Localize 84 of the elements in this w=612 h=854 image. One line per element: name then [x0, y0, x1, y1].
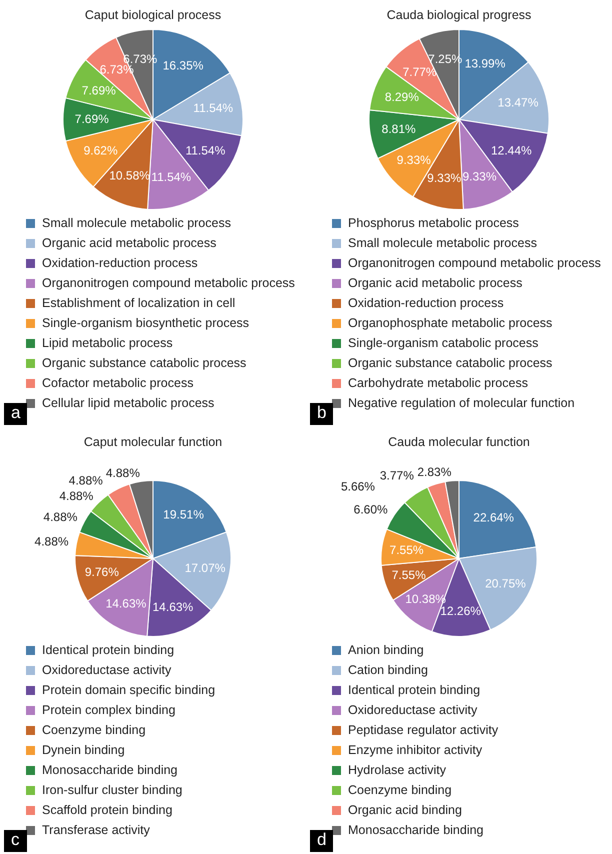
data-label: 8.81% — [382, 122, 416, 136]
chart-title: Cauda biological progress — [386, 8, 532, 22]
data-label: 16.35% — [162, 58, 204, 73]
legend-label: Single-organism catabolic process — [347, 335, 540, 352]
legend-label: Protein complex binding — [41, 702, 176, 719]
data-label: 13.47% — [498, 96, 539, 110]
data-label: 10.58% — [109, 168, 150, 182]
data-label: 4.88% — [68, 474, 104, 488]
legend-label: Monosaccharide binding — [347, 822, 485, 839]
legend-label: Coenzyme binding — [347, 782, 453, 799]
legend-label: Peptidase regulator activity — [347, 722, 498, 739]
legend-label: Organonitrogen compound metabolic process — [41, 275, 295, 292]
data-label: 4.88% — [43, 510, 78, 524]
legend-label: Organophosphate metabolic process — [347, 315, 554, 332]
data-label: 9.62% — [84, 143, 118, 158]
data-label: 5.66% — [340, 479, 376, 494]
legend-label: Organic acid metabolic process — [347, 275, 524, 292]
data-label: 3.77% — [380, 468, 414, 483]
data-label: 11.54% — [193, 100, 234, 115]
data-label: 6.60% — [354, 502, 388, 517]
legend-label: Cellular lipid metabolic process — [41, 395, 216, 412]
data-label: 22.64% — [473, 510, 514, 525]
legend-label: Identical protein binding — [41, 642, 176, 659]
data-label: 9.33% — [427, 171, 462, 186]
legend-label: Scaffold protein binding — [41, 802, 174, 819]
legend-label: Hydrolase activity — [347, 762, 447, 779]
legend-label: Carbohydrate metabolic process — [347, 375, 529, 392]
legend-label: Organic acid metabolic process — [41, 235, 218, 252]
legend-label: Protein domain specific binding — [41, 682, 216, 699]
text: a — [4, 403, 28, 425]
legend-label: Dynein binding — [41, 742, 126, 759]
data-label: 13.99% — [464, 56, 506, 70]
data-label: 7.69% — [82, 83, 116, 98]
legend-label: Oxidoreductase activity — [347, 702, 478, 719]
data-label: 9.33% — [396, 153, 432, 168]
legend-label: Monosaccharide binding — [41, 762, 179, 779]
data-label: 12.44% — [490, 144, 532, 158]
chart-title: Caput biological process — [84, 8, 222, 22]
text: c — [4, 830, 26, 852]
legend-label: Phosphorus metabolic process — [347, 215, 520, 232]
data-label: 4.88% — [34, 534, 69, 548]
legend-label: Anion binding — [347, 642, 425, 659]
legend-label: Transferase activity — [41, 822, 151, 839]
data-label: 7.55% — [392, 568, 426, 582]
legend-label: Organic substance catabolic process — [347, 355, 554, 372]
legend-label: Lipid metabolic process — [41, 335, 174, 352]
data-label: 9.33% — [462, 169, 497, 184]
legend-label: Iron-sulfur cluster binding — [41, 782, 184, 799]
legend-label: Cation binding — [347, 662, 429, 679]
legend-label: Oxidoreductase activity — [41, 662, 172, 679]
legend-label: Cofactor metabolic process — [41, 375, 194, 392]
data-label: 7.77% — [402, 64, 437, 79]
chart-title: Caput molecular function — [84, 434, 222, 449]
data-label: 11.54% — [185, 143, 226, 158]
data-label: 14.63% — [106, 596, 147, 610]
data-label: 17.07% — [184, 560, 226, 575]
data-label: 8.29% — [384, 90, 420, 104]
data-label: 4.88% — [106, 466, 140, 480]
legend-label: Coenzyme binding — [41, 722, 147, 739]
legend-label: Organic substance catabolic process — [41, 355, 248, 372]
data-label: 4.88% — [59, 488, 94, 503]
data-label: 12.26% — [440, 604, 482, 618]
data-label: 20.75% — [485, 576, 526, 590]
chart-title: Cauda molecular function — [388, 434, 530, 449]
legend-label: Organic acid binding — [347, 802, 463, 819]
legend-label: Establishment of localization in cell — [41, 295, 236, 312]
data-label: 2.83% — [417, 465, 452, 480]
legend-label: Oxidation-reduction process — [347, 295, 505, 312]
data-label: 19.51% — [163, 507, 204, 522]
legend-label: Small molecule metabolic process — [347, 235, 538, 252]
legend-label: Small molecule metabolic process — [41, 215, 232, 232]
data-label: 14.63% — [152, 600, 194, 614]
legend-label: Single-organism biosynthetic process — [41, 315, 250, 332]
data-label: 9.76% — [84, 564, 120, 579]
data-label: 7.55% — [390, 542, 424, 557]
text: b — [310, 403, 334, 425]
legend-label: Negative regulation of molecular function — [347, 395, 576, 412]
data-label: 11.54% — [151, 170, 192, 184]
text: d — [310, 830, 334, 852]
legend-label: Enzyme inhibitor activity — [347, 742, 484, 759]
legend-label: Identical protein binding — [347, 682, 482, 699]
data-label: 7.69% — [74, 112, 110, 126]
legend-label: Oxidation-reduction process — [41, 255, 199, 272]
legend-label: Organonitrogen compound metabolic process — [347, 255, 601, 272]
